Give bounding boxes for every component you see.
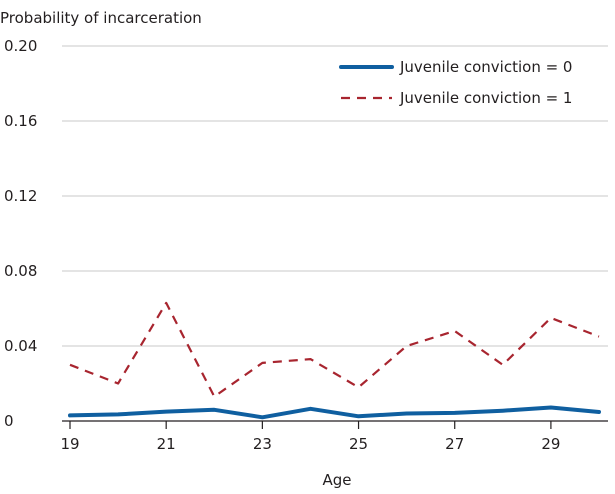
y-tick-label: 0.08 xyxy=(4,262,37,280)
x-tick-label: 25 xyxy=(349,435,368,453)
legend-label-1: Juvenile conviction = 0 xyxy=(399,58,572,76)
series-line-1 xyxy=(68,405,601,420)
legend: Juvenile conviction = 0 Juvenile convicti… xyxy=(339,58,572,107)
series-lines xyxy=(68,301,601,420)
series-line-2 xyxy=(69,301,600,398)
x-axis-title: Age xyxy=(322,471,351,489)
y-tick-label: 0.16 xyxy=(4,112,37,130)
x-tick-label: 27 xyxy=(445,435,464,453)
x-tick-label: 21 xyxy=(157,435,176,453)
x-tick-label: 19 xyxy=(60,435,79,453)
y-tick-label: 0.12 xyxy=(4,187,37,205)
axes: 0 0.04 0.08 0.12 0.16 0.20 19 21 23 25 27 29 xyxy=(4,37,608,453)
y-tick-label: 0.20 xyxy=(4,37,37,55)
x-tick-label: 29 xyxy=(541,435,560,453)
x-tick-label: 23 xyxy=(253,435,272,453)
y-axis-title: Probability of incarceration xyxy=(0,9,202,27)
legend-label-2: Juvenile conviction = 1 xyxy=(399,89,572,107)
gridlines xyxy=(62,45,608,347)
y-tick-label: 0 xyxy=(4,412,14,430)
y-tick-label: 0.04 xyxy=(4,337,37,355)
